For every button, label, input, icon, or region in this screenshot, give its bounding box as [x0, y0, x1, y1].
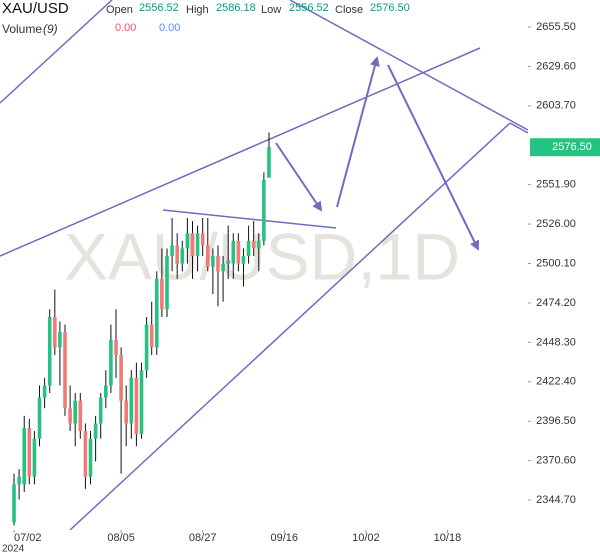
candle-body	[37, 397, 42, 439]
last-price-label: 2576.50	[552, 141, 592, 153]
candle-body	[53, 316, 57, 348]
candle-body	[27, 428, 32, 477]
candle-body	[160, 278, 164, 310]
candle-body	[22, 428, 27, 485]
y-tick-label: 2422.40	[536, 376, 576, 388]
candle-body	[32, 438, 37, 477]
candle-body	[175, 245, 179, 264]
volume-value: 0.00	[115, 22, 136, 34]
year-label: 2024	[2, 544, 25, 555]
arrow	[387, 64, 479, 251]
watermark: XAU/USD,1D	[64, 219, 460, 293]
candle-body	[104, 385, 108, 398]
candle-body	[63, 332, 67, 409]
candle-body	[190, 233, 195, 257]
chart-title: XAU/USD	[2, 0, 69, 17]
y-tick-label: 2370.60	[536, 455, 576, 467]
y-tick-label: 2603.70	[536, 100, 576, 112]
arrow	[336, 56, 380, 208]
candle-body	[124, 400, 128, 424]
y-tick-label: 2474.20	[536, 297, 576, 309]
candle-body	[205, 245, 210, 267]
candle-body	[180, 248, 185, 264]
legend-label: Low	[261, 4, 281, 16]
candle-body	[83, 431, 88, 477]
candle-body	[68, 408, 72, 424]
x-tick-label: 07/02	[14, 532, 42, 544]
legend-label: Open	[106, 4, 133, 16]
candle-body	[251, 240, 256, 249]
candle-body	[195, 233, 200, 257]
legend-value: 2576.50	[370, 2, 410, 14]
candle-body	[114, 339, 118, 355]
y-tick-label: 2448.30	[536, 336, 576, 348]
candle-body	[262, 179, 266, 241]
x-tick-label: 08/05	[107, 532, 135, 544]
candle-body	[134, 377, 139, 435]
candle-body	[165, 256, 169, 310]
trend-line	[0, 47, 481, 257]
plot-area	[0, 0, 528, 530]
candle-body	[58, 332, 62, 348]
candle-body	[211, 256, 215, 267]
legend-value: 2556.52	[139, 2, 179, 14]
candle-body	[154, 278, 159, 348]
x-tick-label: 10/18	[434, 532, 462, 544]
candle-body	[109, 339, 113, 386]
candle-body	[93, 423, 98, 439]
candle-body	[78, 400, 83, 432]
candle-body	[170, 245, 174, 257]
y-tick-label: 2344.70	[536, 494, 576, 506]
candle-body	[144, 324, 149, 371]
volume-value: 0.00	[159, 22, 180, 34]
trend-line	[69, 122, 511, 530]
candle-body	[149, 324, 154, 348]
y-tick-label: 2526.00	[536, 218, 576, 230]
candle-body	[241, 256, 246, 264]
legend-label: High	[186, 4, 209, 16]
candle-body	[231, 240, 236, 264]
y-tick-label: 2551.90	[536, 179, 576, 191]
candle-body	[221, 263, 225, 272]
candle-body	[236, 240, 241, 264]
y-tick-label: 2500.10	[536, 257, 576, 269]
candle-body	[73, 400, 78, 424]
last-price-box	[530, 138, 600, 157]
x-tick-label: 09/16	[271, 532, 299, 544]
y-tick-label: 2655.50	[536, 21, 576, 33]
candle-body	[12, 484, 16, 523]
candle-body	[256, 240, 261, 249]
volume-label: Volume	[2, 22, 42, 36]
volume-length: (9)	[43, 22, 58, 36]
trend-line	[0, 0, 113, 104]
candle-body	[47, 316, 52, 386]
y-tick-label: 2396.50	[536, 415, 576, 427]
legend-value: 2586.18	[216, 2, 256, 14]
trend-line	[509, 122, 528, 134]
candle-body	[88, 438, 93, 477]
trend-line	[289, 0, 528, 131]
candle-body	[139, 370, 144, 435]
candle-body	[129, 377, 134, 424]
candle-body	[216, 256, 220, 272]
trend-line	[162, 209, 337, 229]
candle-body	[119, 354, 123, 401]
candle-body	[98, 397, 103, 424]
candle-body	[246, 240, 251, 257]
legend-label: Close	[335, 4, 363, 16]
candle-body	[42, 385, 47, 398]
candle-body	[200, 233, 205, 246]
candle-body	[185, 233, 190, 249]
candle-body	[17, 476, 21, 485]
legend-value: 2556.52	[289, 2, 329, 14]
arrow	[275, 142, 323, 212]
x-tick-label: 08/27	[189, 532, 217, 544]
x-tick-label: 10/02	[352, 532, 380, 544]
y-tick-label: 2629.60	[536, 60, 576, 72]
candle-body	[267, 147, 271, 178]
candle-body	[226, 260, 230, 264]
